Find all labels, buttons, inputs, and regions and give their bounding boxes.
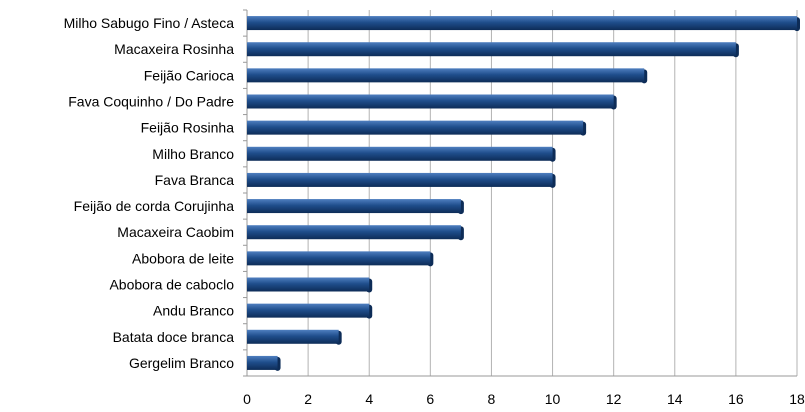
bar — [247, 172, 553, 187]
bar — [247, 146, 553, 161]
x-tick-label: 8 — [488, 391, 496, 407]
grid-layer — [243, 9, 798, 377]
x-tick-label: 16 — [728, 391, 744, 407]
category-labels: Milho Sabugo Fino / Asteca Macaxeira Rosi… — [64, 15, 235, 371]
category-label: Macaxeira Caobim — [117, 224, 234, 240]
category-label: Abobora de caboclo — [109, 277, 234, 293]
x-tick-label: 4 — [365, 391, 373, 407]
bar — [247, 42, 736, 57]
bar — [247, 329, 339, 344]
category-label: Fava Coquinho / Do Padre — [68, 94, 234, 110]
category-label: Feijão Carioca — [144, 67, 234, 83]
x-tick-label: 18 — [789, 391, 805, 407]
bar — [247, 355, 278, 370]
x-tick-label: 12 — [606, 391, 622, 407]
bar — [247, 68, 645, 83]
bar — [247, 251, 431, 266]
category-label: Feijão Rosinha — [141, 120, 235, 136]
x-tick-label: 6 — [426, 391, 434, 407]
category-label: Fava Branca — [155, 172, 235, 188]
category-label: Milho Sabugo Fino / Asteca — [64, 15, 235, 31]
bar — [247, 303, 370, 318]
category-label: Batata doce branca — [113, 329, 235, 345]
bar-layer — [247, 16, 800, 371]
bar — [247, 199, 461, 214]
category-label: Abobora de leite — [132, 250, 234, 266]
x-tick-label: 2 — [304, 391, 312, 407]
category-label: Feijão de corda Corujinha — [74, 198, 235, 214]
bar — [247, 225, 461, 240]
bar — [247, 277, 370, 292]
category-label: Andu Branco — [153, 303, 234, 319]
bar — [247, 16, 797, 31]
bar — [247, 120, 584, 135]
x-tick-label: 0 — [243, 391, 251, 407]
category-label: Gergelim Branco — [129, 355, 234, 371]
x-tick-label: 14 — [667, 391, 683, 407]
bar — [247, 94, 614, 109]
category-label: Macaxeira Rosinha — [114, 41, 234, 57]
x-tick-label: 10 — [545, 391, 561, 407]
x-tick-labels: 0 2 4 6 8 10 12 14 16 18 — [243, 391, 805, 407]
category-label: Milho Branco — [152, 146, 234, 162]
